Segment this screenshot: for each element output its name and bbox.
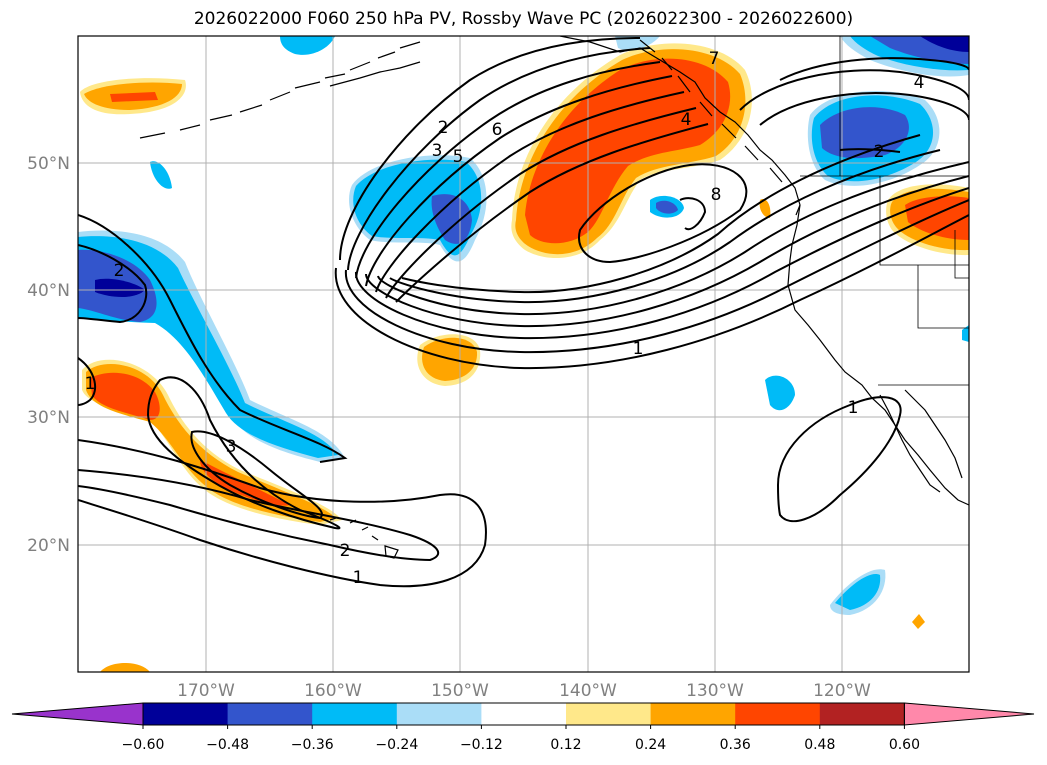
anomaly-negative-blob [765,375,795,411]
anomaly-negative-core [835,574,881,610]
contour-label: 2 [340,541,351,561]
colorbar-tick-label: −0.36 [291,737,334,753]
lat-label: 40°N [27,281,70,301]
anomaly-negative-blob [280,36,335,55]
colorbar-segment [143,703,229,725]
map-frame [77,35,970,673]
colorbar-segment [566,703,652,725]
contour-label: 3 [226,437,237,457]
anomaly-negative-blob [962,325,969,342]
lon-label: 150°W [431,681,489,701]
lat-label: 20°N [27,536,70,556]
anomaly-positive-blob [80,78,186,115]
anomaly-negative-blob [150,161,172,189]
contour-labels: 2 2 3 5 6 7 4 8 2 4 1 1 1 3 2 1 [85,49,925,588]
anomaly-negative-trough [78,230,345,462]
anomaly-positive-blob [912,614,925,629]
colorbar-segment [227,703,313,725]
colorbar-segment [819,703,905,725]
colorbar-segment [396,703,482,725]
colorbar-tick-label: 0.60 [889,737,920,753]
map-title: 2026022000 F060 250 hPa PV, Rossby Wave … [193,9,854,29]
colorbar-tick-label: −0.12 [460,737,503,753]
colorbar-tick-label: 0.36 [720,737,751,753]
pv-contours [78,37,969,588]
contour-label: 2 [114,261,125,281]
colorbar-tick-label: −0.60 [122,737,165,753]
lon-label: 140°W [559,681,617,701]
contour-label: 1 [353,568,364,588]
colorbar-tick-label: 0.48 [804,737,835,753]
lat-label: 30°N [27,408,70,428]
map-gridlines [78,36,969,672]
colorbar-tick-label: 0.24 [635,737,666,753]
lon-label: 120°W [813,681,871,701]
contour-label: 7 [709,49,720,69]
anomaly-negative-blob [615,36,660,51]
longitude-axis: 170°W 160°W 150°W 140°W 130°W 120°W [177,681,871,701]
colorbar: −0.60 −0.48 −0.36 −0.24 −0.12 0.12 0.24 0.36 0.4… [11,702,1035,753]
anomaly-positive-blob [100,663,150,672]
contour-label: 6 [492,120,503,140]
anomaly-negative-core [656,200,678,214]
colorbar-segment [650,703,736,725]
colorbar-extend-high [903,702,1035,726]
lat-label: 50°N [27,154,70,174]
colorbar-outline [142,702,905,726]
contour-label: 8 [711,185,722,205]
contour-label: 1 [633,339,644,359]
lon-label: 160°W [304,681,362,701]
colorbar-extend-low [11,702,144,726]
colorbar-tick-label: −0.48 [206,737,249,753]
contour-label: 4 [914,73,925,93]
lon-label: 170°W [177,681,235,701]
colorbar-segment [735,703,821,725]
map-plot-area: 2 2 3 5 6 7 4 8 2 4 1 1 1 3 2 1 [78,36,969,672]
latitude-axis: 50°N 40°N 30°N 20°N [27,154,70,556]
colorbar-tick-label: 0.12 [550,737,581,753]
colorbar-segment [312,703,398,725]
contour-label: 1 [848,398,859,418]
colorbar-segment [481,703,567,725]
contour-label: 3 [432,141,443,161]
lon-label: 130°W [686,681,744,701]
contour-label: 1 [85,374,96,394]
anomaly-positive-ridge [511,43,752,259]
contour-label: 2 [874,142,885,162]
contour-label: 2 [438,118,449,138]
colorbar-tick-label: −0.24 [375,737,418,753]
anomaly-positive-blob [759,199,771,218]
contour-label: 4 [681,110,692,130]
contour-label: 5 [453,147,464,167]
